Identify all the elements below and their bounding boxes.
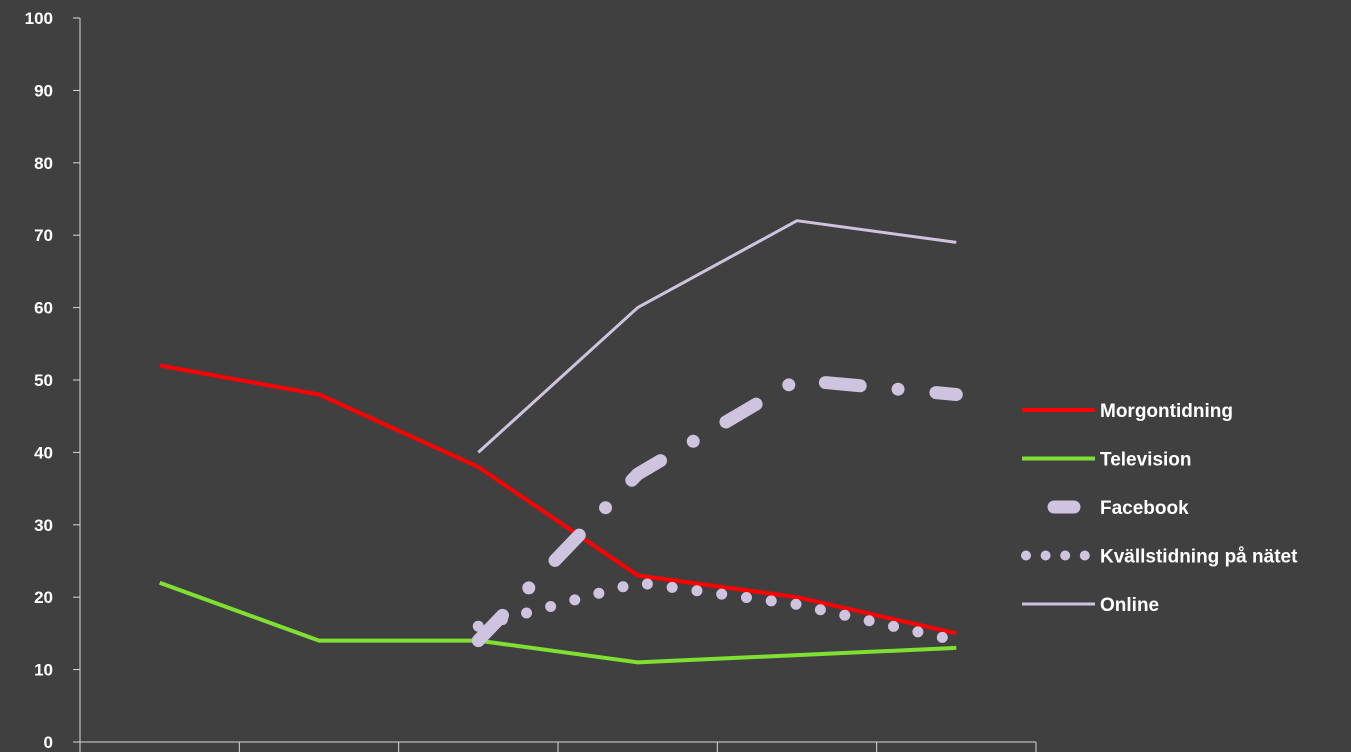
- y-tick-label: 60: [34, 299, 53, 318]
- y-tick-label: 20: [34, 588, 53, 607]
- y-tick-label: 70: [34, 226, 53, 245]
- legend-label-online: Online: [1100, 595, 1159, 616]
- legend-label-morgontidning: Morgontidning: [1100, 401, 1233, 422]
- y-tick-label: 0: [44, 733, 53, 752]
- y-tick-label: 40: [34, 443, 53, 462]
- series-line-online: [477, 219, 957, 454]
- axes: 0 10 20 30 40 50 60 70 80 90 100: [25, 9, 1037, 752]
- y-tick-label: 50: [34, 371, 53, 390]
- series-layer: [159, 219, 963, 665]
- y-tick-label: 100: [25, 9, 53, 28]
- y-tick-label: 90: [34, 81, 53, 100]
- series-line-television: [159, 580, 957, 665]
- y-tick-label: 30: [34, 516, 53, 535]
- y-tick-label: 10: [34, 661, 53, 680]
- legend-label-television: Television: [1100, 450, 1192, 471]
- legend-label-kv-llstidning-p-n-tet: Kvällstidning på nätet: [1100, 547, 1298, 568]
- legend: Morgontidning Television Facebook Kvällstid…: [1021, 401, 1298, 616]
- series-line-kv-llstidning-p-n-tet: [472, 577, 962, 647]
- series-line-morgontidning: [159, 363, 957, 636]
- y-tick-label: 80: [34, 154, 53, 173]
- legend-label-facebook: Facebook: [1100, 498, 1189, 519]
- series-line-facebook: [471, 373, 963, 648]
